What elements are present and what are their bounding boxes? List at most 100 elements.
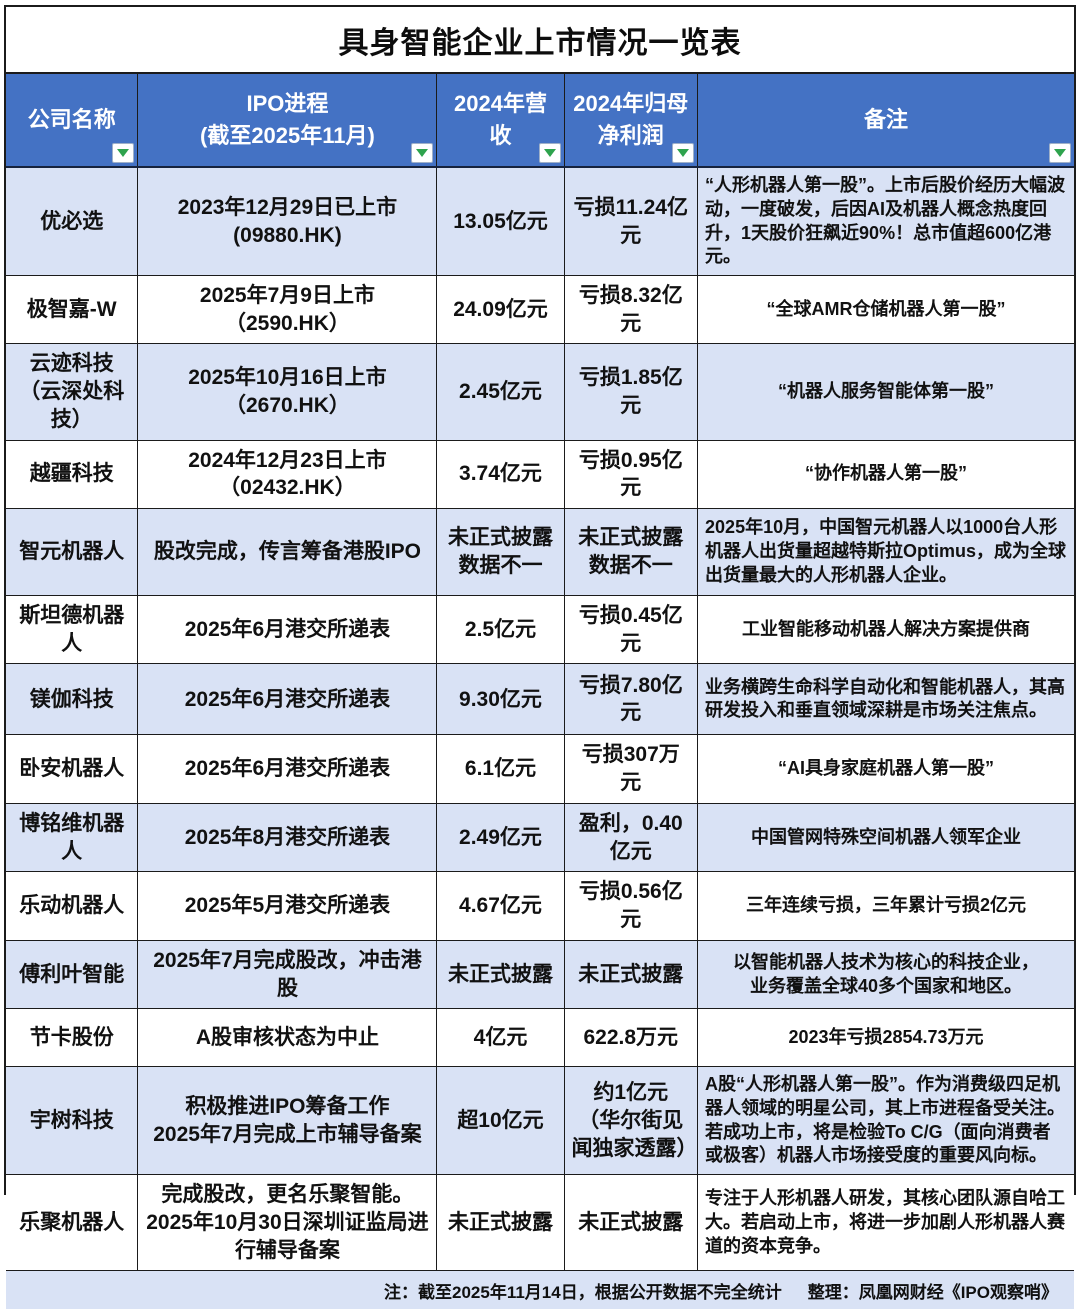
net-profit-cell: 未正式披露: [565, 1175, 699, 1271]
note-cell: 2023年亏损2854.73万元: [788, 1026, 984, 1047]
table-row: 节卡股份 A股审核状态为中止 4亿元 622.8万元 2023年亏损2854.7…: [6, 1009, 1074, 1068]
company-name-cell: 宇树科技: [6, 1067, 139, 1175]
company-name-cell: 智元机器人: [6, 509, 139, 596]
page-title: 具身智能企业上市情况一览表: [338, 26, 742, 60]
net-profit-cell: 亏损0.45亿元: [565, 596, 699, 664]
ipo-progress-cell: 2025年8月港交所递表: [138, 803, 438, 872]
revenue-cell: 13.05亿元: [437, 168, 565, 275]
column-header-revenue-2024: 2024年营收: [437, 74, 565, 166]
table-row: 乐聚机器人 完成股改，更名乐聚智能。 2025年10月30日深圳证监局进行辅导备…: [6, 1175, 1074, 1272]
table-row: 卧安机器人 2025年6月港交所递表 6.1亿元 亏损307万元 “AI具身家庭…: [6, 735, 1074, 804]
net-profit-cell: 亏损1.85亿元: [565, 344, 699, 440]
revenue-cell: 4亿元: [437, 1009, 565, 1067]
company-name-cell: 节卡股份: [6, 1009, 139, 1067]
column-header-company: 公司名称: [6, 74, 139, 166]
table-body: 优必选 2023年12月29日已上市 (09880.HK) 13.05亿元 亏损…: [6, 168, 1074, 1272]
company-name-cell: 乐动机器人: [6, 872, 139, 940]
down-triangle-icon: [117, 149, 130, 157]
column-header-net-profit-2024: 2024年归母 净利润: [565, 74, 699, 166]
net-profit-cell: 亏损0.56亿元: [565, 872, 699, 940]
column-header-ipo-progress: IPO进程 (截至2025年11月): [138, 74, 438, 166]
filter-dropdown-icon[interactable]: [1049, 143, 1071, 163]
table-row: 傅利叶智能 2025年7月完成股改，冲击港股 未正式披露 未正式披露 以智能机器…: [6, 940, 1074, 1010]
ipo-progress-cell: 股改完成，传言筹备港股IPO: [138, 509, 438, 596]
note-cell: 工业智能移动机器人解决方案提供商: [742, 618, 1031, 639]
column-header-notes-label: 备注: [864, 107, 909, 133]
down-triangle-icon: [1054, 149, 1066, 157]
ipo-progress-cell: 积极推进IPO筹备工作 2025年7月完成上市辅导备案: [138, 1067, 438, 1175]
page: 具身智能企业上市情况一览表 公司名称 IPO进程 (截至2025年11月) 20…: [4, 5, 1076, 1309]
column-header-company-label: 公司名称: [27, 107, 116, 133]
note-cell: 业务横跨生命科学自动化和智能机器人，其高研发投入和垂直领域深耕是市场关注焦点。: [705, 676, 1066, 721]
column-header-ipo-progress-label: IPO进程 (截至2025年11月): [200, 91, 375, 148]
filter-dropdown-icon[interactable]: [411, 143, 434, 163]
ipo-progress-cell: 2025年6月港交所递表: [138, 664, 438, 735]
net-profit-cell: 亏损0.95亿元: [565, 440, 699, 509]
table-row: 智元机器人 股改完成，传言筹备港股IPO 未正式披露 数据不一 未正式披露 数据…: [6, 509, 1074, 597]
company-name-cell: 乐聚机器人: [6, 1175, 139, 1271]
note-cell: “机器人服务智能体第一股”: [778, 381, 995, 402]
net-profit-cell: 未正式披露: [565, 940, 699, 1009]
ipo-progress-cell: 2025年10月16日上市（2670.HK）: [138, 344, 438, 440]
revenue-cell: 2.45亿元: [437, 344, 565, 440]
down-triangle-icon: [677, 149, 690, 157]
ipo-progress-cell: 完成股改，更名乐聚智能。 2025年10月30日深圳证监局进行辅导备案: [138, 1175, 438, 1271]
note-cell: “协作机器人第一股”: [805, 463, 968, 484]
note-cell: “AI具身家庭机器人第一股”: [778, 758, 995, 779]
ipo-progress-cell: A股审核状态为中止: [138, 1009, 438, 1067]
ipo-progress-cell: 2025年7月完成股改，冲击港股: [138, 940, 438, 1009]
column-header-revenue-2024-label: 2024年营收: [454, 91, 547, 148]
table-row: 宇树科技 积极推进IPO筹备工作 2025年7月完成上市辅导备案 超10亿元 约…: [6, 1067, 1074, 1176]
net-profit-cell: 约1亿元 （华尔街见闻独家透露）: [565, 1067, 699, 1175]
filter-dropdown-icon[interactable]: [112, 143, 135, 163]
revenue-cell: 未正式披露: [437, 1175, 565, 1271]
net-profit-cell: 亏损307万元: [565, 735, 699, 803]
net-profit-cell: 亏损11.24亿元: [565, 168, 699, 275]
note-cell: “全球AMR仓储机器人第一股”: [766, 298, 1006, 319]
revenue-cell: 2.5亿元: [437, 596, 565, 664]
table-header-row: 公司名称 IPO进程 (截至2025年11月) 2024年营收 2024年归母 …: [6, 74, 1074, 168]
footer-credit: 整理：凤凰网财经《IPO观察哨》: [807, 1282, 1058, 1302]
note-cell: 2025年10月，中国智元机器人以1000台人形机器人出货量超越特斯拉Optim…: [705, 517, 1067, 585]
revenue-cell: 24.09亿元: [437, 276, 565, 344]
revenue-cell: 9.30亿元: [437, 664, 565, 735]
company-name-cell: 云迹科技 （云深处科技）: [6, 344, 139, 440]
table-row: 乐动机器人 2025年5月港交所递表 4.67亿元 亏损0.56亿元 三年连续亏…: [6, 872, 1074, 941]
company-name-cell: 卧安机器人: [6, 735, 139, 803]
net-profit-cell: 622.8万元: [565, 1009, 699, 1067]
company-name-cell: 镁伽科技: [6, 664, 139, 735]
ipo-progress-cell: 2025年7月9日上市（2590.HK）: [138, 276, 438, 344]
revenue-cell: 6.1亿元: [437, 735, 565, 803]
net-profit-cell: 盈利，0.40亿元: [565, 803, 699, 872]
down-triangle-icon: [416, 149, 429, 157]
net-profit-cell: 亏损8.32亿元: [565, 276, 699, 344]
table-row: 越疆科技 2024年12月23日上市（02432.HK） 3.74亿元 亏损0.…: [6, 440, 1074, 510]
revenue-cell: 未正式披露: [437, 940, 565, 1009]
column-header-notes: 备注: [698, 74, 1074, 166]
table-row: 优必选 2023年12月29日已上市 (09880.HK) 13.05亿元 亏损…: [6, 168, 1074, 276]
revenue-cell: 3.74亿元: [437, 440, 565, 509]
note-cell: 三年连续亏损，三年累计亏损2亿元: [746, 895, 1027, 916]
table-row: 云迹科技 （云深处科技） 2025年10月16日上市（2670.HK） 2.45…: [6, 344, 1074, 441]
filter-dropdown-icon[interactable]: [672, 143, 695, 163]
revenue-cell: 超10亿元: [437, 1067, 565, 1175]
ipo-progress-cell: 2023年12月29日已上市 (09880.HK): [138, 168, 438, 275]
company-name-cell: 斯坦德机器人: [6, 596, 139, 664]
filter-dropdown-icon[interactable]: [538, 143, 561, 163]
ipo-progress-cell: 2025年6月港交所递表: [138, 735, 438, 803]
down-triangle-icon: [543, 149, 556, 157]
ipo-progress-cell: 2025年5月港交所递表: [138, 872, 438, 940]
revenue-cell: 2.49亿元: [437, 803, 565, 872]
company-name-cell: 极智嘉-W: [6, 276, 139, 344]
note-cell: 以智能机器人技术为核心的科技企业， 业务覆盖全球40多个国家和地区。: [733, 951, 1040, 996]
table-row: 极智嘉-W 2025年7月9日上市（2590.HK） 24.09亿元 亏损8.3…: [6, 276, 1074, 345]
table-row: 镁伽科技 2025年6月港交所递表 9.30亿元 亏损7.80亿元 业务横跨生命…: [6, 664, 1074, 736]
column-header-net-profit-2024-label: 2024年归母 净利润: [573, 91, 689, 148]
footer-bar: 注：截至2025年11月14日，根据公开数据不完全统计 整理：凤凰网财经《IPO…: [6, 1271, 1074, 1309]
company-name-cell: 傅利叶智能: [6, 940, 139, 1009]
ipo-progress-cell: 2024年12月23日上市（02432.HK）: [138, 440, 438, 509]
title-bar: 具身智能企业上市情况一览表: [6, 7, 1074, 74]
net-profit-cell: 未正式披露 数据不一: [565, 509, 699, 596]
note-cell: 专注于人形机器人研发，其核心团队源自哈工大。若启动上市，将进一步加剧人形机器人赛…: [705, 1188, 1066, 1256]
note-cell: “人形机器人第一股”。上市后股价经历大幅波动，一度破发，后因AI及机器人概念热度…: [705, 175, 1066, 267]
